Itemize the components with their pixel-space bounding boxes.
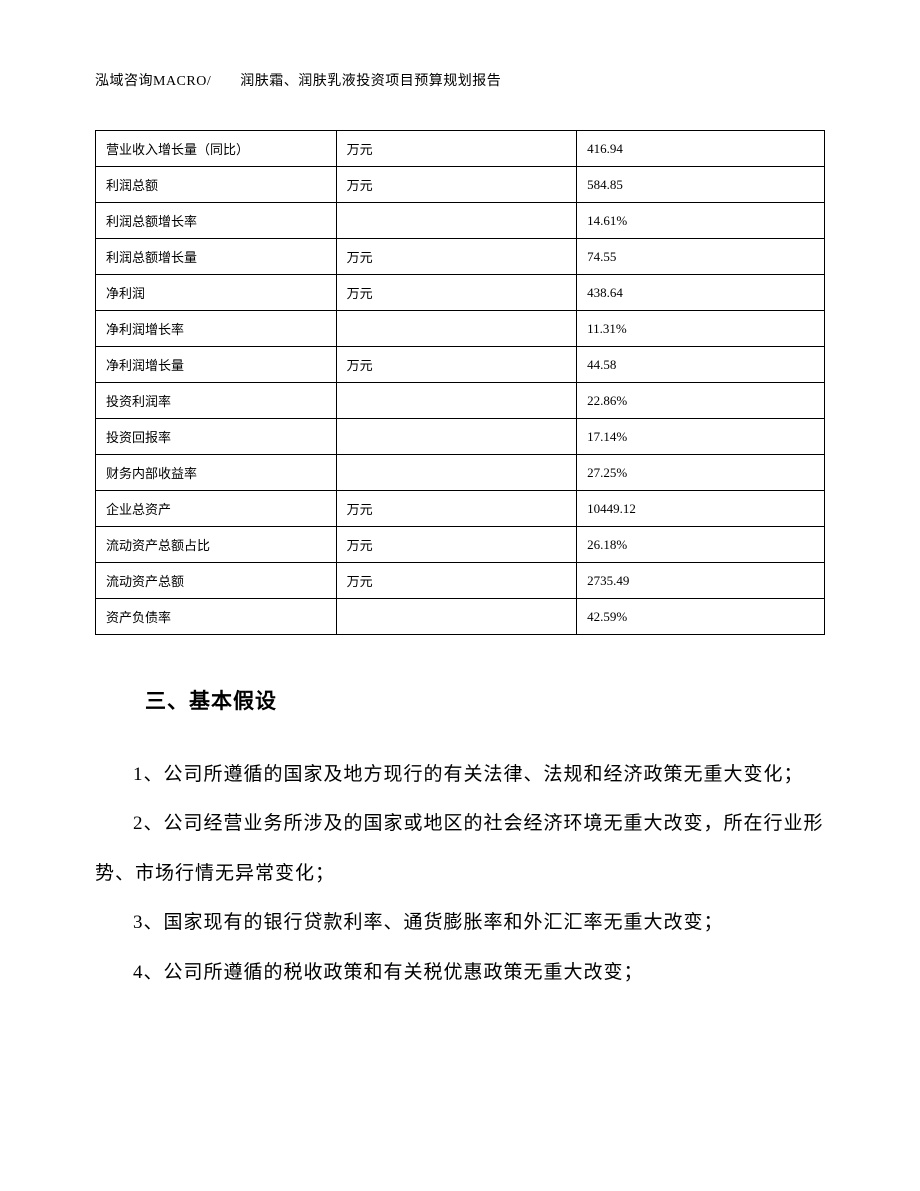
table-row: 营业收入增长量（同比） 万元 416.94 [96, 131, 825, 167]
row-value: 44.58 [577, 347, 825, 383]
row-value: 10449.12 [577, 491, 825, 527]
row-value: 14.61% [577, 203, 825, 239]
row-label: 流动资产总额占比 [96, 527, 337, 563]
table-row: 流动资产总额 万元 2735.49 [96, 563, 825, 599]
table-row: 利润总额增长量 万元 74.55 [96, 239, 825, 275]
row-unit [336, 383, 577, 419]
row-label: 营业收入增长量（同比） [96, 131, 337, 167]
table-row: 资产负债率 42.59% [96, 599, 825, 635]
row-value: 42.59% [577, 599, 825, 635]
row-unit [336, 311, 577, 347]
row-label: 利润总额增长率 [96, 203, 337, 239]
row-unit: 万元 [336, 527, 577, 563]
row-label: 净利润 [96, 275, 337, 311]
row-label: 资产负债率 [96, 599, 337, 635]
row-unit [336, 599, 577, 635]
row-value: 26.18% [577, 527, 825, 563]
row-unit: 万元 [336, 275, 577, 311]
table-row: 净利润增长率 11.31% [96, 311, 825, 347]
row-label: 净利润增长量 [96, 347, 337, 383]
row-value: 416.94 [577, 131, 825, 167]
row-unit: 万元 [336, 491, 577, 527]
row-unit: 万元 [336, 131, 577, 167]
table-row: 财务内部收益率 27.25% [96, 455, 825, 491]
row-unit [336, 203, 577, 239]
table-row: 企业总资产 万元 10449.12 [96, 491, 825, 527]
paragraph: 2、公司经营业务所涉及的国家或地区的社会经济环境无重大改变，所在行业形势、市场行… [95, 799, 825, 898]
table-row: 净利润增长量 万元 44.58 [96, 347, 825, 383]
row-value: 27.25% [577, 455, 825, 491]
row-label: 企业总资产 [96, 491, 337, 527]
row-label: 净利润增长率 [96, 311, 337, 347]
row-value: 438.64 [577, 275, 825, 311]
paragraph: 3、国家现有的银行贷款利率、通货膨胀率和外汇汇率无重大改变； [95, 898, 825, 947]
paragraph: 1、公司所遵循的国家及地方现行的有关法律、法规和经济政策无重大变化； [95, 750, 825, 799]
table-row: 利润总额增长率 14.61% [96, 203, 825, 239]
row-value: 584.85 [577, 167, 825, 203]
row-label: 利润总额 [96, 167, 337, 203]
row-label: 财务内部收益率 [96, 455, 337, 491]
row-unit: 万元 [336, 347, 577, 383]
table-body: 营业收入增长量（同比） 万元 416.94 利润总额 万元 584.85 利润总… [96, 131, 825, 635]
row-unit: 万元 [336, 563, 577, 599]
table-row: 投资回报率 17.14% [96, 419, 825, 455]
row-label: 投资利润率 [96, 383, 337, 419]
table-row: 投资利润率 22.86% [96, 383, 825, 419]
row-value: 11.31% [577, 311, 825, 347]
section-heading: 三、基本假设 [145, 685, 825, 715]
financial-table: 营业收入增长量（同比） 万元 416.94 利润总额 万元 584.85 利润总… [95, 130, 825, 635]
row-unit [336, 455, 577, 491]
table-row: 净利润 万元 438.64 [96, 275, 825, 311]
table-row: 流动资产总额占比 万元 26.18% [96, 527, 825, 563]
row-value: 22.86% [577, 383, 825, 419]
row-unit: 万元 [336, 167, 577, 203]
row-value: 17.14% [577, 419, 825, 455]
row-value: 2735.49 [577, 563, 825, 599]
row-unit: 万元 [336, 239, 577, 275]
table-row: 利润总额 万元 584.85 [96, 167, 825, 203]
page-header: 泓域咨询MACRO/ 润肤霜、润肤乳液投资项目预算规划报告 [95, 70, 825, 90]
row-value: 74.55 [577, 239, 825, 275]
row-label: 流动资产总额 [96, 563, 337, 599]
row-label: 投资回报率 [96, 419, 337, 455]
row-label: 利润总额增长量 [96, 239, 337, 275]
paragraph: 4、公司所遵循的税收政策和有关税优惠政策无重大改变； [95, 948, 825, 997]
row-unit [336, 419, 577, 455]
